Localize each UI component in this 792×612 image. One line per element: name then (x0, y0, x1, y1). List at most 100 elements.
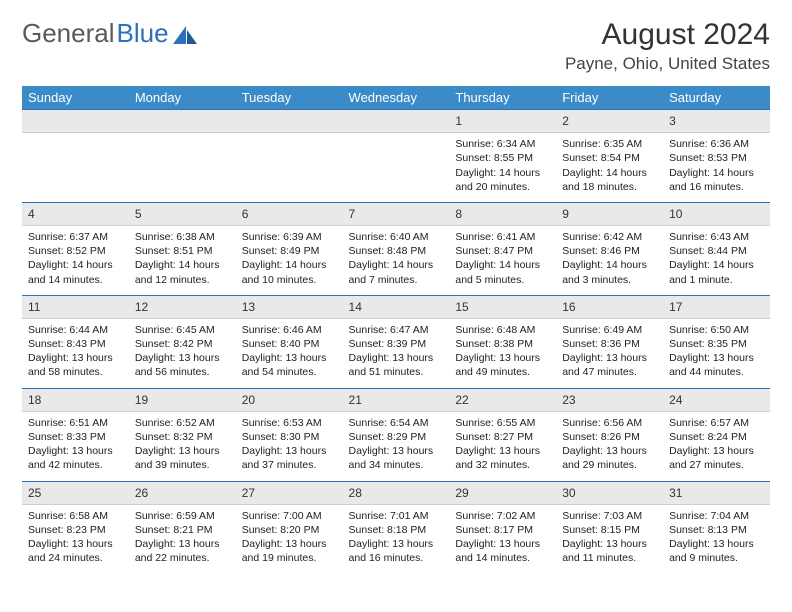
day-number-cell: 31 (663, 481, 770, 504)
sunset-line: Sunset: 8:33 PM (28, 430, 123, 444)
daylight-line: Daylight: 13 hours and 51 minutes. (349, 351, 444, 379)
sunset-line: Sunset: 8:24 PM (669, 430, 764, 444)
daylight-line: Daylight: 13 hours and 49 minutes. (455, 351, 550, 379)
day-detail-cell: Sunrise: 7:00 AMSunset: 8:20 PMDaylight:… (236, 504, 343, 573)
sunrise-line: Sunrise: 6:45 AM (135, 323, 230, 337)
daylight-line: Daylight: 13 hours and 9 minutes. (669, 537, 764, 565)
sunrise-line: Sunrise: 6:47 AM (349, 323, 444, 337)
day-number-cell: 2 (556, 110, 663, 133)
day-detail-cell: Sunrise: 6:51 AMSunset: 8:33 PMDaylight:… (22, 411, 129, 481)
day-detail-row: Sunrise: 6:34 AMSunset: 8:55 PMDaylight:… (22, 133, 770, 203)
day-detail-cell: Sunrise: 6:59 AMSunset: 8:21 PMDaylight:… (129, 504, 236, 573)
day-detail-cell: Sunrise: 6:39 AMSunset: 8:49 PMDaylight:… (236, 226, 343, 296)
day-number-row: 18192021222324 (22, 388, 770, 411)
daylight-line: Daylight: 14 hours and 7 minutes. (349, 258, 444, 286)
sunset-line: Sunset: 8:44 PM (669, 244, 764, 258)
sunset-line: Sunset: 8:40 PM (242, 337, 337, 351)
daylight-line: Daylight: 13 hours and 37 minutes. (242, 444, 337, 472)
day-detail-cell: Sunrise: 7:04 AMSunset: 8:13 PMDaylight:… (663, 504, 770, 573)
day-number-cell: 5 (129, 202, 236, 225)
day-detail-cell: Sunrise: 6:45 AMSunset: 8:42 PMDaylight:… (129, 318, 236, 388)
daylight-line: Daylight: 13 hours and 44 minutes. (669, 351, 764, 379)
location-text: Payne, Ohio, United States (565, 54, 770, 74)
day-number-cell: 25 (22, 481, 129, 504)
day-detail-cell: Sunrise: 6:57 AMSunset: 8:24 PMDaylight:… (663, 411, 770, 481)
sunrise-line: Sunrise: 6:44 AM (28, 323, 123, 337)
day-detail-cell: Sunrise: 6:49 AMSunset: 8:36 PMDaylight:… (556, 318, 663, 388)
sunrise-line: Sunrise: 6:43 AM (669, 230, 764, 244)
day-number-cell: 7 (343, 202, 450, 225)
day-detail-cell: Sunrise: 7:02 AMSunset: 8:17 PMDaylight:… (449, 504, 556, 573)
sunrise-line: Sunrise: 6:53 AM (242, 416, 337, 430)
logo-text-2: Blue (117, 18, 169, 49)
daylight-line: Daylight: 13 hours and 19 minutes. (242, 537, 337, 565)
daylight-line: Daylight: 14 hours and 14 minutes. (28, 258, 123, 286)
daylight-line: Daylight: 14 hours and 10 minutes. (242, 258, 337, 286)
sunrise-line: Sunrise: 6:58 AM (28, 509, 123, 523)
daylight-line: Daylight: 14 hours and 20 minutes. (455, 166, 550, 194)
day-detail-cell (129, 133, 236, 203)
day-number-cell: 13 (236, 295, 343, 318)
sunrise-line: Sunrise: 6:38 AM (135, 230, 230, 244)
day-number-cell: 14 (343, 295, 450, 318)
sunrise-line: Sunrise: 6:34 AM (455, 137, 550, 151)
day-detail-cell (22, 133, 129, 203)
daylight-line: Daylight: 13 hours and 42 minutes. (28, 444, 123, 472)
day-detail-cell: Sunrise: 6:42 AMSunset: 8:46 PMDaylight:… (556, 226, 663, 296)
day-number-cell: 12 (129, 295, 236, 318)
day-detail-cell: Sunrise: 6:36 AMSunset: 8:53 PMDaylight:… (663, 133, 770, 203)
day-number-cell: 30 (556, 481, 663, 504)
day-number-cell: 8 (449, 202, 556, 225)
weekday-header: Thursday (449, 86, 556, 110)
calendar-body: 12 3Sunrise: 6:34 AMSunset: 8:55 PMDaylig… (22, 110, 770, 574)
day-detail-row: Sunrise: 6:58 AMSunset: 8:23 PMDaylight:… (22, 504, 770, 573)
day-number-cell: 28 (343, 481, 450, 504)
day-detail-cell: Sunrise: 6:53 AMSunset: 8:30 PMDaylight:… (236, 411, 343, 481)
sunrise-line: Sunrise: 7:00 AM (242, 509, 337, 523)
day-number-cell: 16 (556, 295, 663, 318)
sunset-line: Sunset: 8:35 PM (669, 337, 764, 351)
sunrise-line: Sunrise: 6:37 AM (28, 230, 123, 244)
sunset-line: Sunset: 8:15 PM (562, 523, 657, 537)
sunset-line: Sunset: 8:43 PM (28, 337, 123, 351)
sunrise-line: Sunrise: 6:50 AM (669, 323, 764, 337)
logo: GeneralBlue (22, 18, 199, 49)
weekday-header: Wednesday (343, 86, 450, 110)
day-number-cell: 11 (22, 295, 129, 318)
daylight-line: Daylight: 14 hours and 3 minutes. (562, 258, 657, 286)
day-number-cell: 22 (449, 388, 556, 411)
sunset-line: Sunset: 8:49 PM (242, 244, 337, 258)
sunset-line: Sunset: 8:29 PM (349, 430, 444, 444)
sunrise-line: Sunrise: 6:57 AM (669, 416, 764, 430)
sunset-line: Sunset: 8:54 PM (562, 151, 657, 165)
sunrise-line: Sunrise: 6:35 AM (562, 137, 657, 151)
logo-text-1: General (22, 18, 115, 49)
sunset-line: Sunset: 8:38 PM (455, 337, 550, 351)
sunrise-line: Sunrise: 6:42 AM (562, 230, 657, 244)
sunset-line: Sunset: 8:51 PM (135, 244, 230, 258)
day-detail-cell: Sunrise: 6:48 AMSunset: 8:38 PMDaylight:… (449, 318, 556, 388)
day-detail-cell: Sunrise: 7:03 AMSunset: 8:15 PMDaylight:… (556, 504, 663, 573)
sunset-line: Sunset: 8:52 PM (28, 244, 123, 258)
daylight-line: Daylight: 13 hours and 54 minutes. (242, 351, 337, 379)
sunrise-line: Sunrise: 7:02 AM (455, 509, 550, 523)
weekday-header: Tuesday (236, 86, 343, 110)
daylight-line: Daylight: 14 hours and 12 minutes. (135, 258, 230, 286)
day-detail-cell: Sunrise: 6:40 AMSunset: 8:48 PMDaylight:… (343, 226, 450, 296)
daylight-line: Daylight: 14 hours and 16 minutes. (669, 166, 764, 194)
daylight-line: Daylight: 13 hours and 27 minutes. (669, 444, 764, 472)
day-number-cell (343, 110, 450, 133)
sunset-line: Sunset: 8:13 PM (669, 523, 764, 537)
sunset-line: Sunset: 8:27 PM (455, 430, 550, 444)
day-detail-cell: Sunrise: 6:38 AMSunset: 8:51 PMDaylight:… (129, 226, 236, 296)
day-detail-cell: Sunrise: 6:50 AMSunset: 8:35 PMDaylight:… (663, 318, 770, 388)
calendar-table: Sunday Monday Tuesday Wednesday Thursday… (22, 86, 770, 573)
daylight-line: Daylight: 13 hours and 11 minutes. (562, 537, 657, 565)
day-number-row: 11121314151617 (22, 295, 770, 318)
day-number-cell: 9 (556, 202, 663, 225)
day-detail-cell: Sunrise: 6:35 AMSunset: 8:54 PMDaylight:… (556, 133, 663, 203)
day-number-cell: 15 (449, 295, 556, 318)
day-number-cell: 3 (663, 110, 770, 133)
weekday-header: Saturday (663, 86, 770, 110)
daylight-line: Daylight: 13 hours and 39 minutes. (135, 444, 230, 472)
